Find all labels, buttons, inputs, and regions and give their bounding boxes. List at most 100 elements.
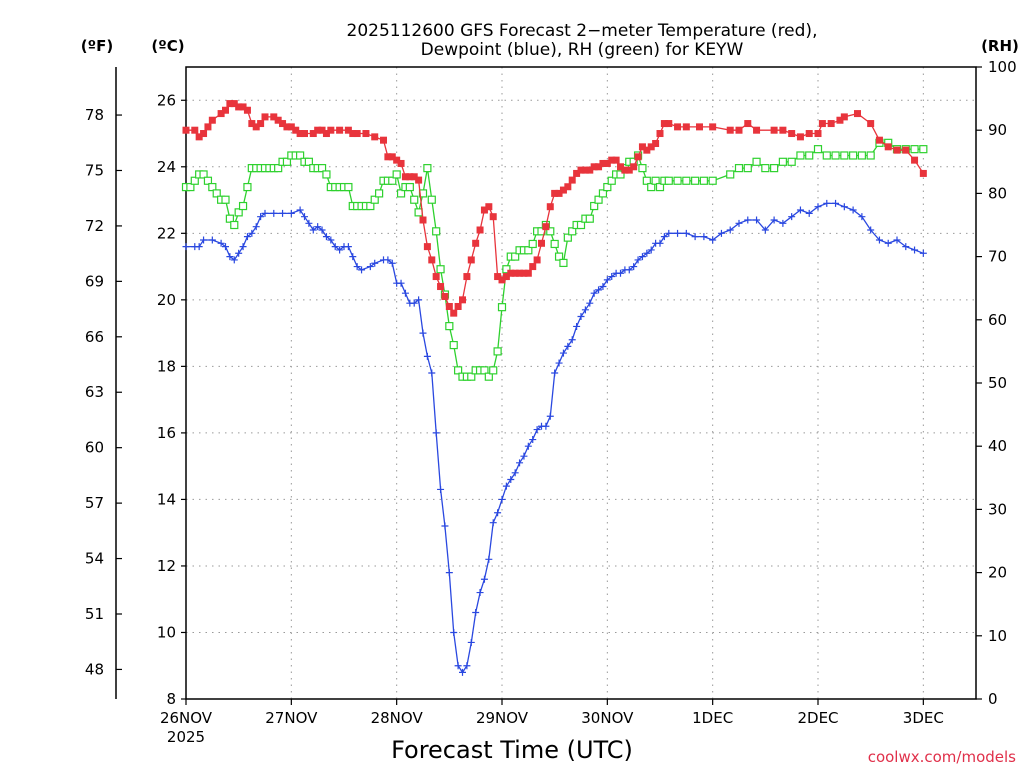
temperature-point [647, 143, 655, 151]
temperature-point [840, 113, 848, 121]
temperature-point [788, 130, 796, 138]
temperature-point [327, 126, 335, 134]
temperature-point [573, 169, 581, 177]
dewpoint-point [717, 229, 725, 237]
dewpoint-point [814, 203, 822, 211]
dewpoint-point [450, 628, 458, 636]
rh-point [590, 201, 599, 211]
temperature-point [283, 123, 291, 131]
dewpoint-point [647, 246, 655, 254]
temperature-point [489, 213, 497, 221]
rh-point [375, 189, 384, 198]
rh-point [392, 170, 401, 179]
temperature-point [608, 156, 616, 164]
time-tick-label: 27NOV [265, 709, 318, 727]
rh-point [910, 145, 919, 154]
rh-point [616, 170, 625, 179]
rh-series [181, 138, 928, 381]
rh-tick-label: 100 [988, 58, 1017, 76]
temperature-series [182, 100, 927, 317]
dewpoint-point [371, 259, 379, 267]
dewpoint-point [182, 243, 190, 251]
rh-point [396, 189, 406, 198]
temperature-point [617, 163, 624, 171]
dewpoint-point [195, 243, 203, 251]
temperature-point [301, 130, 308, 138]
temperature-point [230, 100, 238, 108]
rh-point [607, 176, 616, 185]
rh-tick-label: 20 [988, 564, 1007, 582]
rh-point [234, 208, 243, 217]
fahrenheit-axis: 48 51 54 57 60 63 66 69 72 75 78 [85, 106, 122, 678]
dewpoint-point [875, 236, 883, 244]
dewpoint-point [546, 412, 554, 420]
dewpoint-point [498, 495, 506, 503]
dewpoint-point [630, 263, 638, 271]
fahrenheit-tick-label: 51 [85, 605, 104, 623]
time-tick-label: 30NOV [581, 709, 634, 727]
rh-point [849, 151, 858, 160]
temperature-point [796, 133, 804, 141]
dewpoint-point [502, 482, 510, 490]
temperature-point [507, 269, 515, 277]
temperature-point [200, 130, 208, 138]
rh-point [212, 189, 221, 198]
temperature-point [472, 239, 480, 247]
temperature-point [577, 166, 585, 174]
rh-point [432, 227, 441, 236]
dewpoint-point [410, 299, 418, 307]
temperature-point [441, 293, 449, 301]
rh-point [563, 233, 572, 242]
dewpoint-point [656, 239, 664, 247]
dewpoint-point [366, 263, 374, 271]
temperature-point [568, 176, 576, 184]
temperature-point [586, 166, 594, 174]
dewpoint-point [805, 209, 813, 217]
dewpoint-point [217, 239, 225, 247]
temperature-point [384, 153, 392, 161]
temperature-point [529, 263, 537, 271]
fahrenheit-tick-label: 69 [85, 272, 104, 290]
rh-point [322, 170, 331, 179]
rh-tick-label: 30 [988, 500, 1007, 518]
rh-point [445, 322, 454, 331]
dewpoint-point [230, 256, 238, 264]
rh-point [199, 170, 208, 179]
temperature-point [621, 166, 629, 174]
temperature-point [314, 126, 322, 134]
rh-point [208, 182, 217, 192]
dewpoint-point [590, 289, 598, 297]
dewpoint-point [902, 243, 910, 251]
dewpoint-point [849, 206, 857, 214]
rh-point [778, 157, 787, 166]
rh-point [225, 214, 234, 223]
temperature-point [388, 153, 396, 161]
temperature-point [674, 123, 682, 131]
rh-point [274, 164, 283, 173]
temperature-point [542, 223, 550, 231]
rh-point [682, 176, 691, 185]
dewpoint-point [625, 266, 633, 274]
fahrenheit-tick-label: 75 [85, 161, 104, 179]
rh-point [673, 176, 682, 185]
dewpoint-point [634, 256, 642, 264]
rh-point [344, 182, 353, 192]
rh-tick-label: 90 [988, 121, 1007, 139]
dewpoint-point [682, 229, 690, 237]
time-tick-label: 28NOV [371, 709, 424, 727]
temperature-point [371, 133, 379, 141]
celsius-tick-label: 12 [157, 557, 176, 575]
temperature-point [590, 163, 598, 171]
temperature-point [217, 110, 225, 118]
dewpoint-point [476, 589, 484, 597]
rh-tick-label: 0 [988, 690, 998, 708]
dewpoint-point [494, 509, 502, 517]
temperature-point [911, 156, 919, 164]
dewpoint-point [489, 519, 497, 527]
temperature-point [309, 130, 317, 138]
dewpoint-point [358, 266, 366, 274]
dewpoint-point [344, 243, 352, 251]
celsius-tick-label: 20 [157, 291, 176, 309]
temperature-point [445, 302, 453, 310]
dewpoint-point [248, 229, 256, 237]
